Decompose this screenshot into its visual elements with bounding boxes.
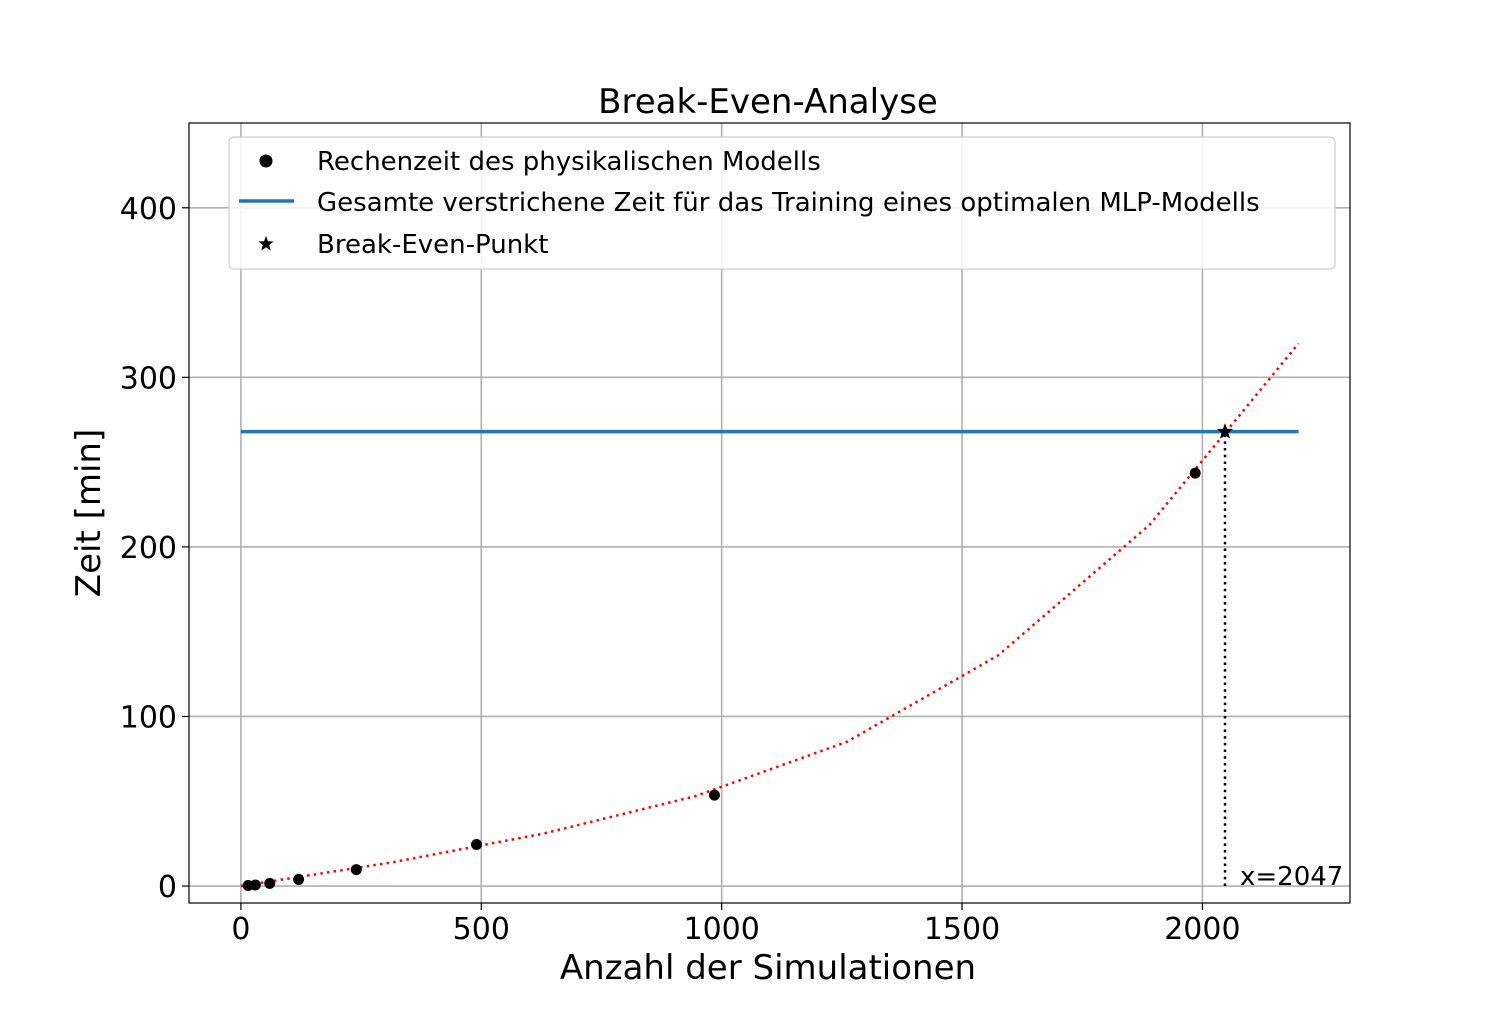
legend-marker-star <box>258 236 274 251</box>
legend-label-break-even: Break-Even-Punkt <box>317 230 548 260</box>
x-tick-label: 500 <box>453 912 510 947</box>
y-tick-label: 300 <box>120 361 177 396</box>
break-even-annotation: x=2047 <box>1240 862 1343 892</box>
data-point <box>350 864 362 876</box>
y-tick-label: 0 <box>158 870 177 905</box>
x-axis-title: Anzahl der Simulationen <box>560 948 976 988</box>
data-point <box>249 879 261 891</box>
plot-frame <box>188 122 1351 904</box>
legend-label-physical-model: Rechenzeit des physikalischen Modells <box>317 147 821 177</box>
legend-marker-circle <box>259 154 273 168</box>
legend-label-mlp-training: Gesamte verstrichene Zeit für das Traini… <box>317 188 1260 218</box>
chart-title: Break-Even-Analyse <box>598 82 938 122</box>
data-point <box>470 839 482 850</box>
x-tick-label: 2000 <box>1164 912 1240 947</box>
legend: Rechenzeit des physikalischen Modells Ge… <box>228 136 1336 270</box>
axis-ticks: 0 500 1000 1500 2000 0 100 200 300 400 <box>120 192 1241 947</box>
y-tick-label: 200 <box>120 531 177 566</box>
legend-box <box>228 136 1336 270</box>
data-point <box>264 877 276 889</box>
data-point <box>293 873 305 885</box>
data-point <box>1189 467 1201 479</box>
trend-line <box>240 342 1300 888</box>
plot-area <box>240 342 1300 892</box>
break-even-star <box>1216 423 1234 439</box>
y-tick-label: 400 <box>120 192 177 227</box>
x-tick-label: 1000 <box>683 912 759 947</box>
y-tick-label: 100 <box>120 700 177 735</box>
x-tick-label: 1500 <box>924 912 1000 947</box>
y-axis-title: Zeit [min] <box>69 429 109 597</box>
data-point <box>708 789 720 801</box>
x-tick-label: 0 <box>231 912 250 947</box>
